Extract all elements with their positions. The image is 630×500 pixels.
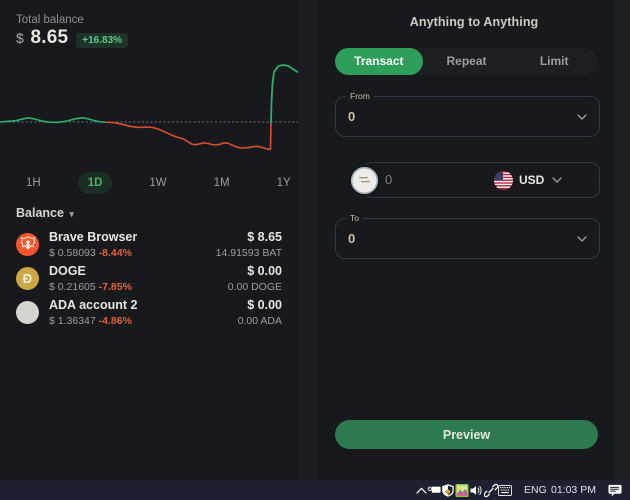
svg-text:!: ! <box>447 490 448 495</box>
